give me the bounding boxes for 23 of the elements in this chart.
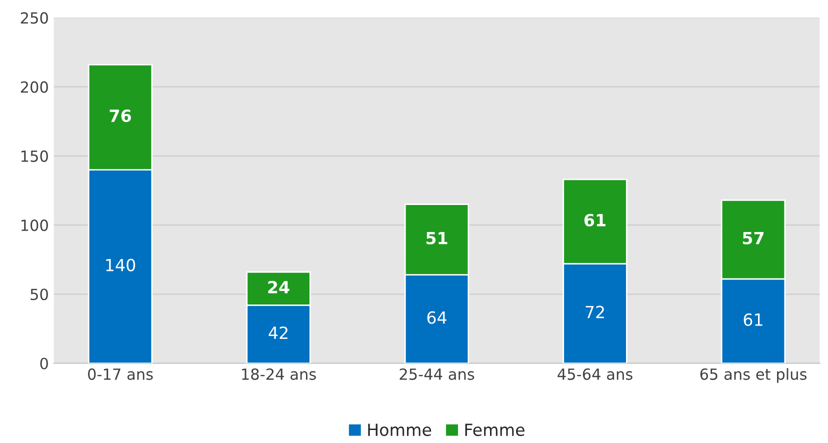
data-label: 61	[744, 313, 762, 326]
x-tick-label: 18-24 ans	[242, 368, 316, 380]
data-label: 64	[427, 311, 446, 324]
y-tick-label: 0	[40, 358, 48, 370]
data-label: 57	[742, 232, 764, 244]
x-tick-label: 25-44 ans	[400, 368, 474, 380]
data-label: 61	[584, 214, 606, 226]
y-tick-label: 200	[20, 81, 48, 93]
data-label: 42	[268, 326, 288, 339]
x-tick-label: 45-64 ans	[558, 368, 632, 380]
y-tick-label: 100	[21, 220, 48, 232]
data-label: 51	[426, 232, 448, 244]
x-tick-label: 65 ans et plus	[700, 368, 807, 383]
data-label: 24	[268, 280, 290, 294]
legend-label: Femme	[465, 424, 524, 436]
y-tick-label: 250	[20, 12, 48, 24]
y-tick-label: 50	[30, 288, 48, 300]
data-label: 72	[586, 306, 604, 318]
data-label: 76	[110, 109, 131, 122]
x-tick-label: 0-17 ans	[88, 368, 153, 380]
y-tick-label: 150	[21, 150, 48, 162]
legend-label: Homme	[368, 424, 432, 436]
data-label: 140	[106, 258, 136, 272]
